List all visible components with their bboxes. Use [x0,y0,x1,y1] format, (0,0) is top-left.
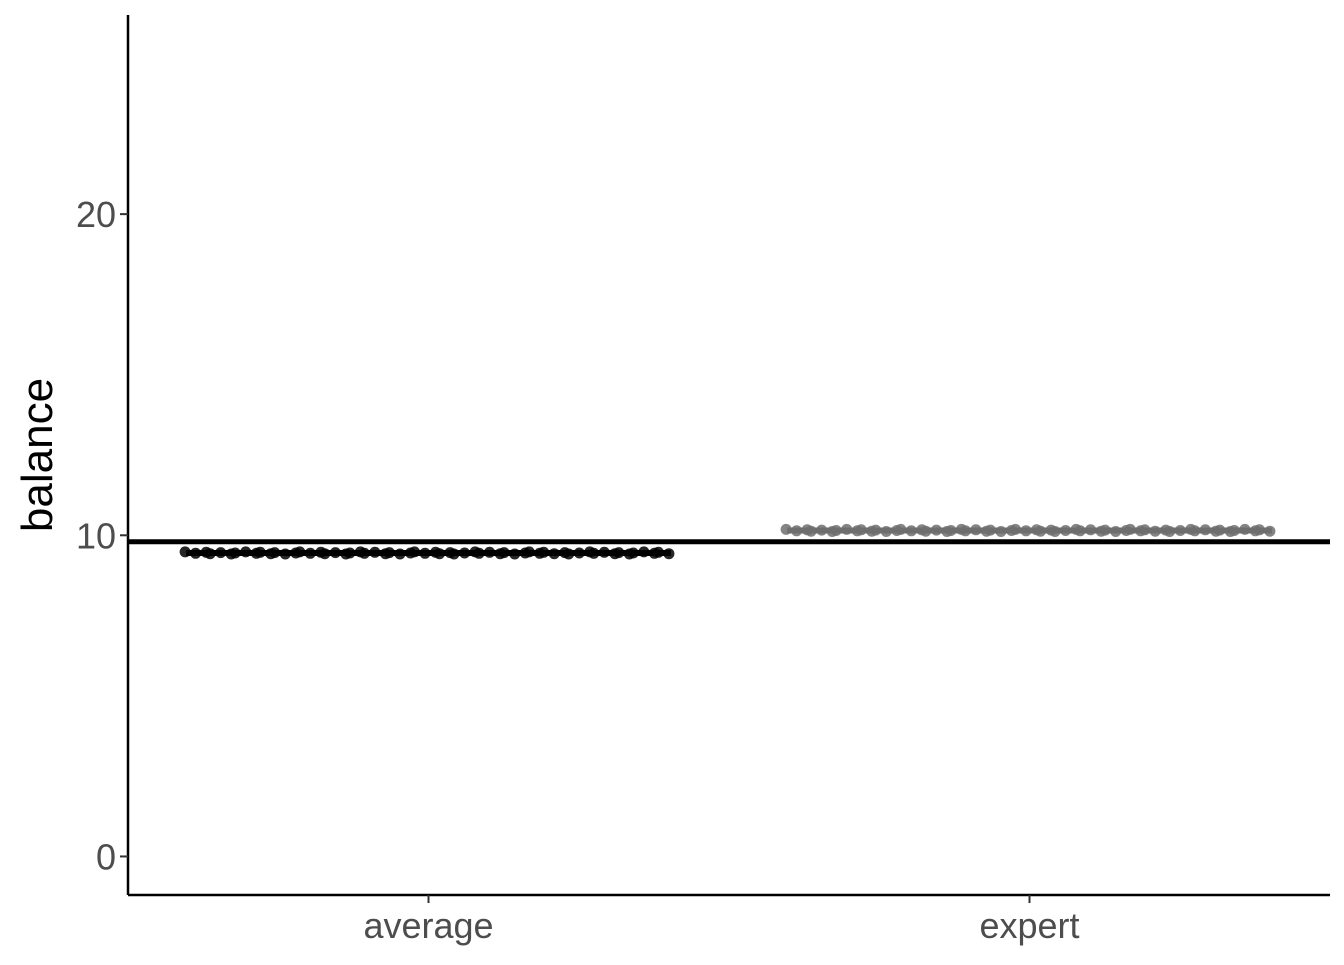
y-tick-label: 20 [76,194,116,235]
y-axis-title: balance [13,378,62,532]
x-tick-label: expert [979,905,1079,946]
x-tick-label: average [363,905,493,946]
y-tick-label: 0 [96,836,116,877]
y-tick-label: 10 [76,515,116,556]
